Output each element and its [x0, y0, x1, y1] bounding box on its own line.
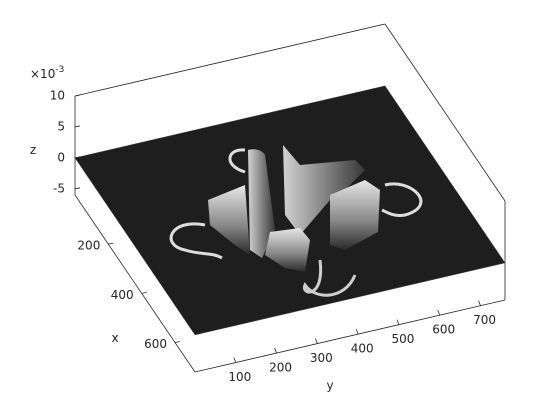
y-axis-line — [194, 299, 506, 373]
y-tick-label: 300 — [310, 351, 333, 365]
z-multiplier-exponent: -3 — [55, 65, 64, 75]
z-axis-label: z — [30, 143, 36, 157]
ridge — [265, 228, 310, 272]
y-tick-mark — [396, 319, 400, 325]
y-tick-label: 100 — [228, 370, 251, 384]
z-tick-mark — [74, 94, 81, 97]
x-axis-label: x — [111, 331, 118, 345]
y-tick-mark — [274, 347, 277, 354]
x-tick-label: 600 — [144, 337, 167, 351]
y-tick-label: 500 — [391, 332, 414, 346]
y-axis-label: y — [326, 379, 333, 393]
x-tick-label: 200 — [77, 239, 100, 253]
box-edge — [74, 23, 386, 97]
z-tick-mark — [74, 125, 81, 128]
y-tick-mark — [233, 357, 237, 363]
y-tick-label: 400 — [351, 342, 374, 356]
z-tick-mark — [74, 187, 81, 190]
y-tick-label: 200 — [269, 361, 292, 375]
box-edge — [384, 23, 506, 202]
z-tick-label: -5 — [53, 181, 65, 195]
x-tick-label: 400 — [111, 288, 134, 302]
y-tick-mark — [478, 300, 481, 306]
ridge — [330, 180, 380, 250]
z-tick-mark — [74, 156, 81, 159]
y-tick-mark — [437, 310, 441, 316]
y-tick-label: 600 — [432, 323, 455, 337]
ridge — [208, 185, 250, 255]
z-tick-label: 0 — [57, 150, 65, 164]
rim — [381, 182, 423, 217]
z-tick-label: 5 — [57, 119, 65, 133]
y-tick-mark — [355, 328, 359, 335]
rim — [228, 148, 246, 174]
y-tick-mark — [314, 338, 318, 344]
ridge — [283, 145, 365, 235]
y-tick-label: 700 — [473, 313, 496, 327]
axes: 200 400 600 100 200 300 400 500 600 700 -5 0 5 10 x y z — [30, 23, 506, 393]
z-tick-label: 10 — [50, 89, 65, 103]
surface-features — [169, 145, 423, 297]
rim — [302, 259, 357, 297]
z-multiplier-base: ×10 — [30, 67, 55, 81]
x-tick-mark — [141, 291, 147, 294]
ridge — [248, 149, 275, 258]
rim — [169, 222, 223, 260]
x-tick-mark — [108, 242, 114, 245]
z-multiplier: ×10-3 — [30, 65, 64, 81]
x-tick-mark — [174, 341, 181, 343]
